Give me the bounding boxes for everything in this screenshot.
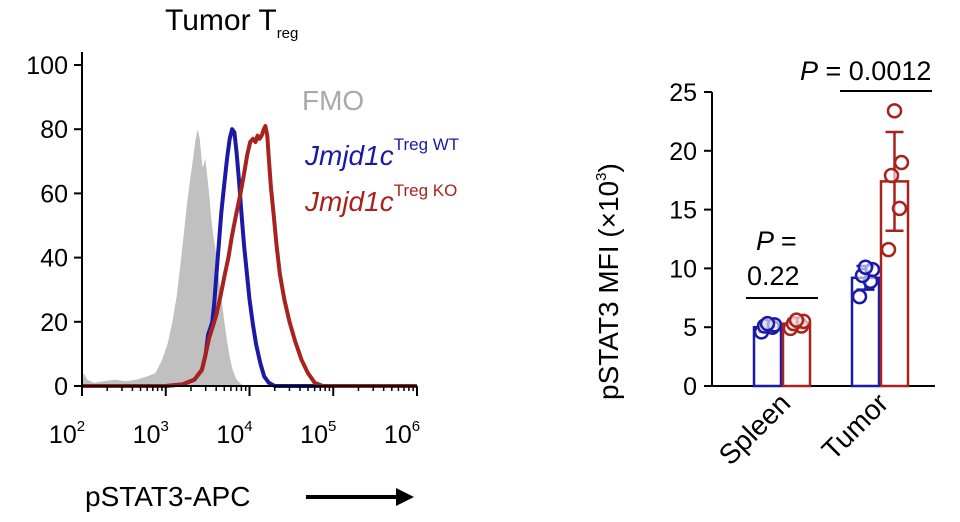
- bar-y-tick-label: 5: [683, 314, 697, 342]
- bar-y-tick-label: 15: [669, 197, 697, 225]
- histogram-x-tick-label: 105: [300, 418, 336, 449]
- histogram-y-ticks: 0 20 40 60 80 100: [26, 52, 82, 401]
- histogram-x-tick-label: 102: [49, 418, 85, 449]
- bar-category-label-tumor: Tumor: [816, 387, 894, 465]
- histogram-x-ticks: 102 103 104 105 106: [49, 386, 420, 449]
- bar-series-group: [752, 103, 910, 388]
- point-ko-tumor: [880, 241, 897, 258]
- spleen-p-line1: P =: [756, 226, 796, 256]
- histogram-y-tick-label: 20: [40, 309, 68, 337]
- histogram-x-tick-label: 106: [384, 418, 420, 449]
- bar-y-axis-title-sup: 3: [593, 173, 610, 181]
- tumor-p-rest: = 0.0012: [818, 56, 931, 86]
- legend-ko-label: Jmjd1c: [304, 186, 394, 217]
- histogram-y-tick-label: 40: [40, 245, 68, 273]
- point-wt-tumor: [857, 259, 874, 275]
- legend-ko: Jmjd1cTreg KO: [304, 181, 457, 217]
- histogram-y-tick-label: 60: [40, 180, 68, 208]
- bar-y-tick-label: 25: [669, 79, 697, 107]
- histogram-line-ko: [82, 124, 417, 388]
- histogram-x-tick-label: 104: [216, 418, 252, 449]
- bar-panel: pSTAT3 MFI (×103) 0 5 10 15 20 25 Spleen Tumor…: [593, 56, 935, 471]
- bar-y-axis-title-close: ): [593, 163, 624, 172]
- bar-y-tick-label: 10: [669, 255, 697, 283]
- tumor-p-italic: P: [800, 56, 818, 86]
- bar-category-label-spleen: Spleen: [713, 387, 797, 471]
- legend-wt-label: Jmjd1c: [304, 140, 394, 171]
- legend-fmo: FMO: [302, 85, 364, 116]
- histogram-x-tick-label: 103: [133, 418, 169, 449]
- bar-y-tick-label: 20: [669, 138, 697, 166]
- point-ko-spleen: [788, 312, 805, 328]
- legend-wt-superscript: Treg WT: [394, 135, 459, 154]
- tumor-p-text: P = 0.0012: [800, 56, 931, 86]
- histogram-title-subscript: reg: [277, 25, 299, 42]
- point-ko-tumor: [886, 103, 903, 119]
- point-ko-tumor: [891, 200, 908, 217]
- spleen-p-value: 0.22: [747, 261, 800, 291]
- histogram-y-tick-label: 0: [54, 373, 68, 401]
- point-ko-tumor: [893, 154, 910, 171]
- point-wt-tumor: [851, 288, 868, 305]
- bar-category-labels: Spleen Tumor: [713, 387, 895, 471]
- bar-y-axis-title: pSTAT3 MFI (×103): [593, 163, 624, 400]
- legend-ko-superscript: Treg KO: [394, 181, 458, 200]
- histogram-y-tick-label: 80: [40, 116, 68, 144]
- histogram-title: Tumor Treg: [165, 4, 298, 42]
- point-ko-tumor: [883, 167, 900, 184]
- x-axis-arrow-head: [396, 488, 414, 506]
- bar-y-ticks: 0 5 10 15 20 25: [669, 79, 712, 401]
- histogram-title-main: Tumor T: [165, 4, 277, 37]
- spleen-p-line1-text: P =: [756, 226, 796, 256]
- bar-y-tick-label: 0: [683, 373, 697, 401]
- histogram-series-group: [82, 124, 417, 388]
- histogram-y-tick-label: 100: [26, 52, 68, 80]
- bar-y-axis-title-main: pSTAT3 MFI (×10: [593, 181, 624, 400]
- histogram-area-fmo: [82, 129, 246, 386]
- point-wt-spleen: [759, 315, 776, 332]
- legend-wt: Jmjd1cTreg WT: [304, 135, 459, 171]
- histogram-x-axis-title: pSTAT3-APC: [85, 481, 250, 512]
